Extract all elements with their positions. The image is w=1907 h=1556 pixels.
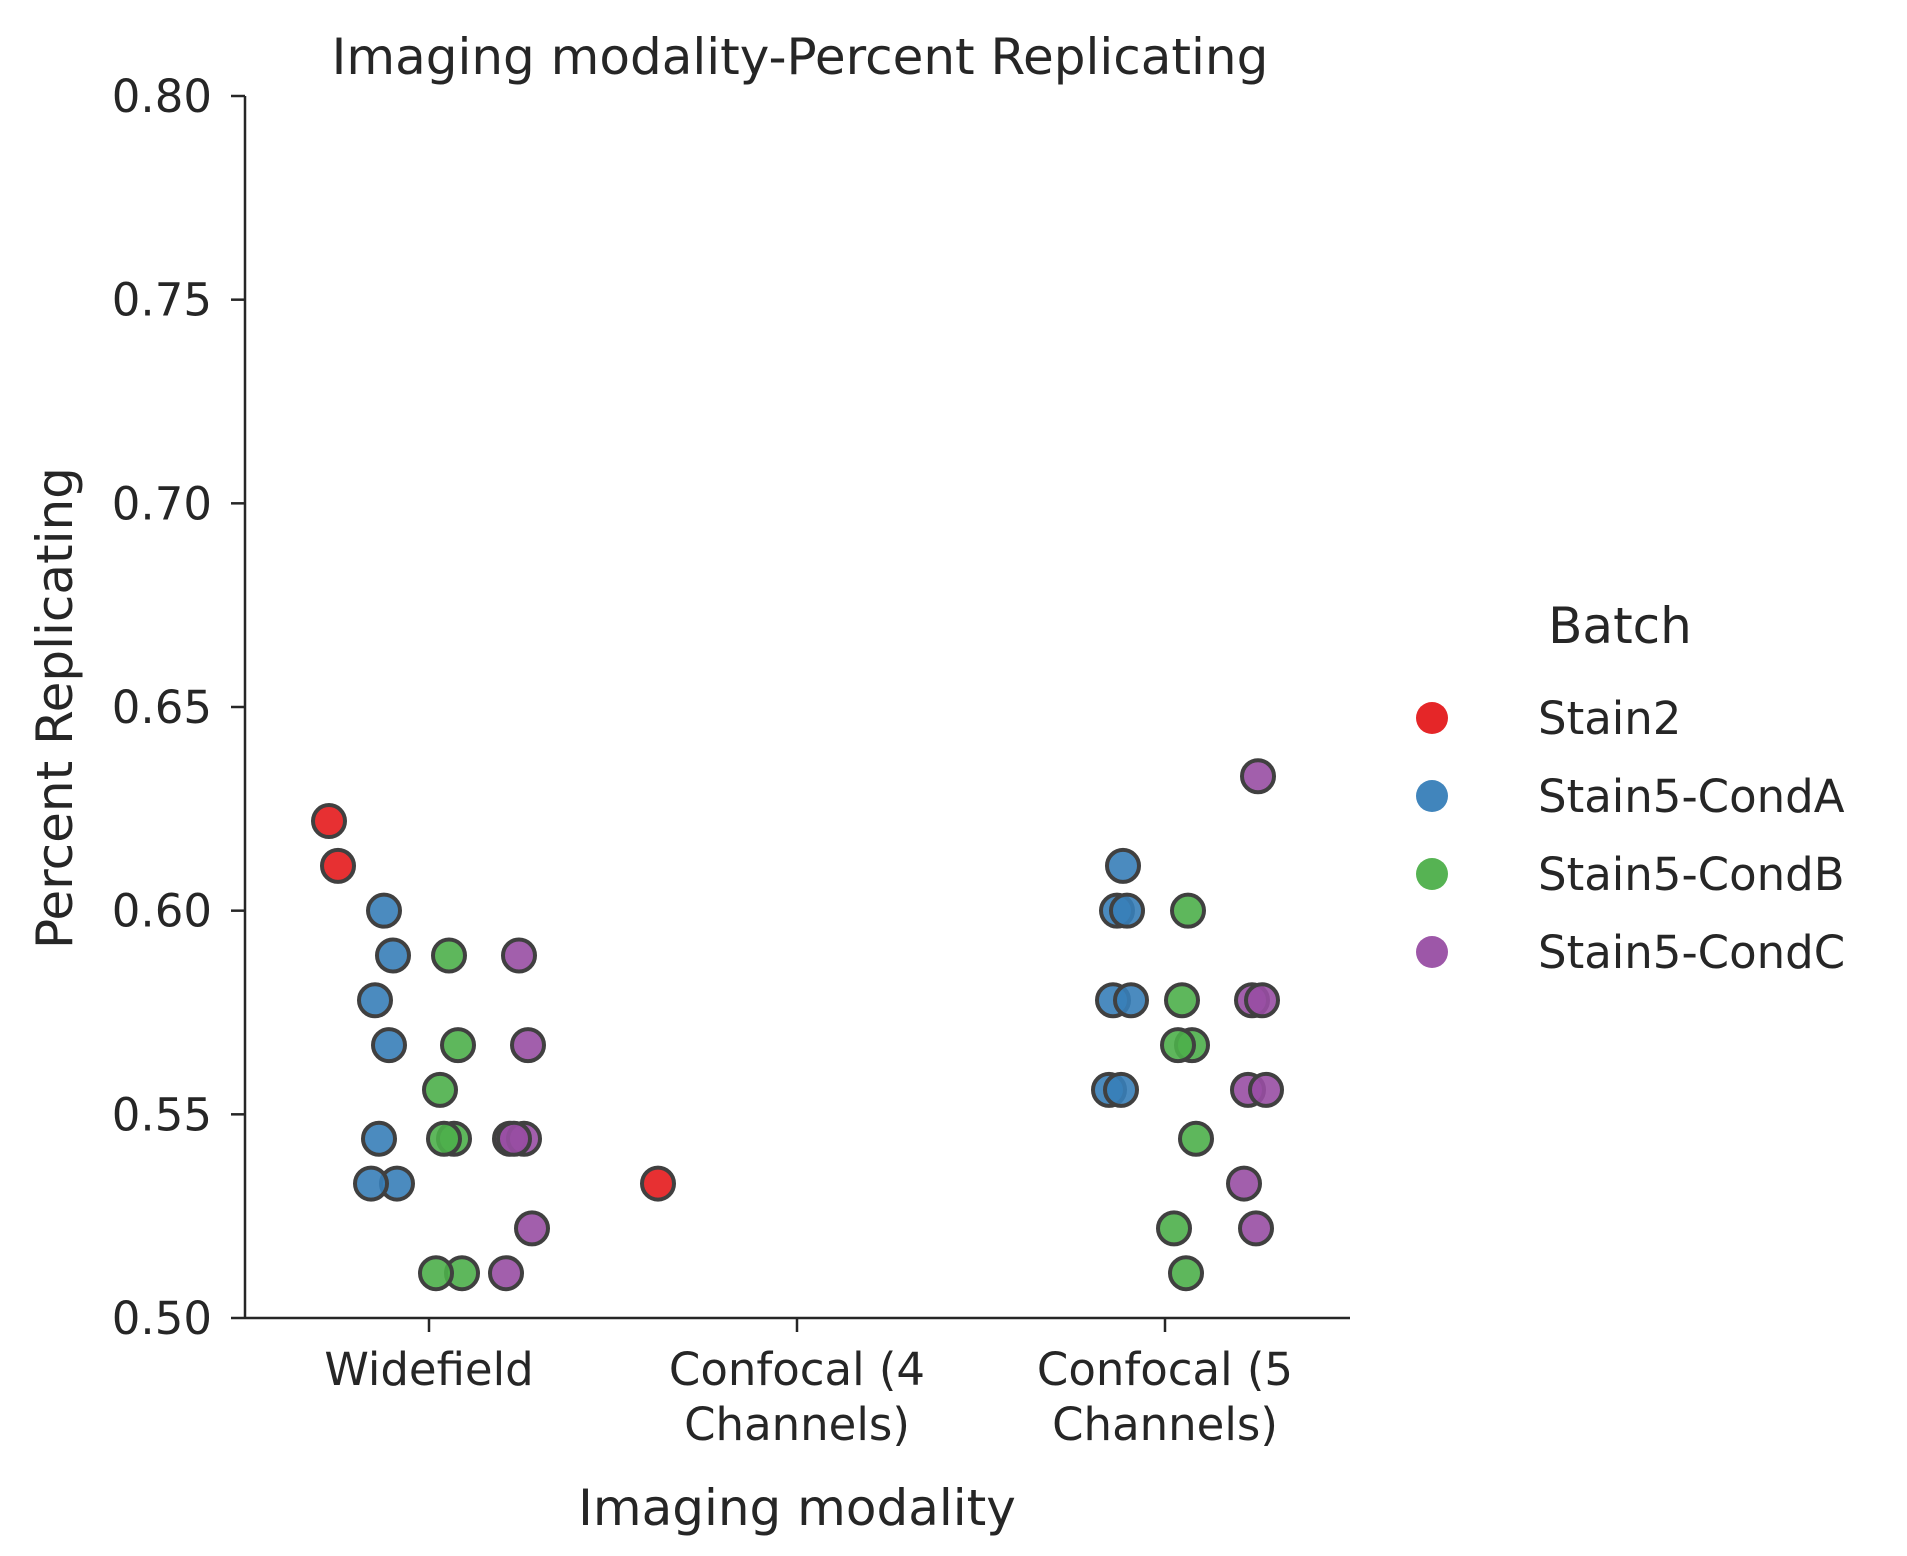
y-tick-label: 0.55 [112,1088,212,1141]
data-point [426,1120,462,1157]
x-tick-label: Confocal (4 [669,1343,925,1396]
data-point [1244,982,1280,1019]
data-point [320,847,356,884]
legend-marker [1416,858,1448,890]
x-tick-label: Confocal (5 [1037,1343,1293,1396]
x-tick-label: Channels) [684,1398,910,1451]
legend-marker [1416,780,1448,812]
legend-label: Stain5-CondB [1538,848,1845,901]
data-point [371,1027,407,1064]
data-point [1178,1120,1214,1157]
data-point [1105,847,1141,884]
y-tick-label: 0.50 [112,1292,212,1345]
data-point [353,1165,389,1202]
y-axis-ticks: 0.50 0.55 0.60 0.65 0.70 0.75 0.80 [112,70,245,1345]
y-tick-label: 0.60 [112,885,212,938]
y-tick-label: 0.65 [112,681,212,734]
data-point [440,1027,476,1064]
data-point [1170,892,1206,929]
data-point [357,982,393,1019]
x-axis-label: Imaging modality [578,1479,1016,1537]
legend: Batch Stain2 Stain5-CondA Stain5-CondB Stai… [1416,597,1845,979]
data-point [1238,1210,1274,1247]
y-axis-label: Percent Replicating [26,467,84,949]
data-point [431,937,467,974]
legend-label: Stain5-CondC [1538,926,1845,979]
data-point [501,937,537,974]
data-point [1160,1027,1196,1064]
data-point [1156,1210,1192,1247]
legend-title: Batch [1548,597,1692,655]
data-point [311,803,347,840]
y-tick-label: 0.80 [112,70,212,123]
data-point [640,1165,676,1202]
x-tick-label: Widefield [324,1343,533,1396]
legend-label: Stain2 [1538,692,1681,745]
data-points [311,758,1284,1292]
data-point [488,1255,524,1292]
data-point [1248,1071,1284,1108]
data-point [1168,1255,1204,1292]
data-point [1113,982,1149,1019]
data-point [1240,758,1276,795]
data-point [514,1210,550,1247]
data-point [361,1120,397,1157]
data-point [1226,1165,1262,1202]
x-tick-label: Channels) [1052,1398,1278,1451]
data-point [496,1120,532,1157]
data-point [1103,1071,1139,1108]
chart-title: Imaging modality-Percent Replicating [332,28,1269,86]
data-point [375,937,411,974]
data-point [510,1027,546,1064]
y-tick-label: 0.75 [112,274,212,327]
y-tick-label: 0.70 [112,477,212,530]
data-point [418,1255,454,1292]
data-point [422,1071,458,1108]
data-point [1109,892,1145,929]
data-point [366,892,402,929]
legend-marker [1416,936,1448,968]
data-point [1164,982,1200,1019]
legend-label: Stain5-CondA [1538,770,1845,823]
legend-marker [1416,702,1448,734]
